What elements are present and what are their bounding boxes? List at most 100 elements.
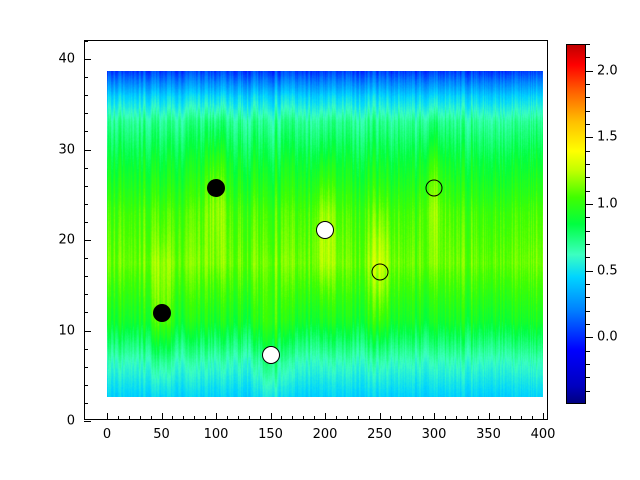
colorbar-tick-minor	[586, 110, 590, 112]
colorbar-tick-major	[586, 337, 593, 339]
x-tick-minor	[423, 416, 425, 420]
x-tick-label: 350	[476, 427, 501, 442]
colorbar-tick-minor	[586, 257, 590, 259]
colorbar-tick-minor	[586, 124, 590, 125]
y-tick-major	[84, 421, 91, 422]
x-tick-minor	[281, 416, 283, 420]
colorbar-tick-minor	[586, 297, 590, 299]
colorbar-tick-minor	[586, 390, 590, 392]
y-tick-label: 10	[58, 323, 75, 339]
colorbar-gradient	[567, 45, 585, 403]
colorbar-tick-label: 0.0	[597, 329, 618, 345]
y-tick-minor	[84, 185, 88, 187]
x-tick-minor	[357, 416, 359, 420]
x-tick-minor	[368, 416, 370, 420]
y-tick-minor	[84, 294, 88, 296]
main-axes: 0 50 100 150 200 250 300 350 400 0 10 20 30 40	[58, 40, 555, 442]
x-tick-minor	[117, 416, 119, 420]
x-tick-major	[434, 413, 435, 420]
heatmap-plot-area	[107, 71, 543, 397]
y-tick-label: 40	[58, 51, 75, 67]
x-tick-major	[216, 413, 217, 420]
y-tick-minor	[84, 348, 88, 350]
data-marker-source-2	[207, 179, 225, 198]
x-tick-minor	[248, 416, 250, 420]
x-tick-minor	[466, 416, 468, 420]
x-tick-minor	[455, 416, 457, 420]
colorbar-tick-minor	[586, 177, 590, 179]
x-tick-label: 300	[421, 427, 447, 442]
y-tick-minor	[84, 402, 88, 404]
colorbar-tick-minor	[586, 230, 590, 232]
x-tick-minor	[150, 416, 152, 420]
x-tick-minor	[194, 416, 196, 420]
y-tick-major	[84, 149, 91, 151]
colorbar-tick-major	[586, 70, 593, 72]
y-tick-minor	[84, 312, 88, 314]
y-tick-minor	[84, 77, 88, 79]
colorbar-tick-minor	[586, 284, 590, 285]
x-tick-minor	[139, 416, 141, 420]
x-tick-major	[270, 413, 272, 420]
x-tick-minor	[259, 416, 261, 420]
y-tick-minor	[84, 276, 88, 278]
data-marker-source-6	[425, 179, 443, 197]
x-tick-minor	[444, 416, 446, 420]
y-tick-label: 20	[58, 232, 75, 248]
x-tick-label: 50	[153, 427, 170, 442]
colorbar-tick-minor	[586, 244, 590, 245]
x-tick-label: 100	[203, 427, 229, 442]
y-tick-major	[84, 240, 91, 242]
colorbar-tick-major	[586, 204, 593, 205]
x-tick-minor	[237, 416, 239, 420]
y-tick-minor	[84, 167, 88, 169]
y-tick-minor	[84, 221, 88, 223]
x-tick-minor	[532, 416, 534, 420]
colorbar-tick-minor	[586, 190, 590, 192]
x-tick-major	[161, 413, 163, 420]
x-tick-minor	[521, 416, 523, 420]
x-tick-minor	[172, 416, 174, 420]
x-tick-label: 200	[312, 427, 338, 442]
x-tick-label: 0	[102, 427, 112, 442]
x-tick-major	[379, 413, 381, 420]
colorbar-tick-minor	[586, 310, 590, 312]
x-tick-minor	[499, 416, 501, 420]
x-tick-minor	[346, 416, 348, 420]
colorbar	[566, 44, 586, 404]
x-tick-minor	[128, 416, 130, 420]
y-tick-minor	[84, 384, 88, 386]
y-tick-major	[84, 330, 91, 332]
data-marker-source-1	[152, 304, 171, 323]
y-tick-label: 0	[66, 413, 75, 429]
x-tick-minor	[183, 416, 185, 420]
x-tick-minor	[226, 416, 228, 420]
x-tick-major	[488, 413, 490, 420]
colorbar-tick-major	[586, 137, 593, 139]
colorbar-tick-minor	[586, 377, 590, 379]
x-tick-label: 150	[258, 427, 283, 442]
colorbar-tick-minor	[586, 57, 590, 59]
x-tick-minor	[477, 416, 479, 420]
x-tick-minor	[314, 416, 316, 420]
x-tick-minor	[303, 416, 305, 420]
colorbar-tick-minor	[586, 364, 590, 365]
x-tick-minor	[412, 416, 414, 420]
x-tick-minor	[510, 416, 512, 420]
colorbar-tick-minor	[586, 84, 590, 85]
x-tick-minor	[390, 416, 392, 420]
y-tick-minor	[84, 203, 88, 205]
x-tick-major	[107, 413, 108, 420]
colorbar-tick-minor	[586, 217, 590, 219]
colorbar-tick-minor	[586, 44, 590, 45]
colorbar-tick-label: 2.0	[597, 63, 618, 79]
x-tick-minor	[205, 416, 207, 420]
x-tick-minor	[292, 416, 294, 420]
colorbar-tick-label: 1.0	[597, 196, 618, 212]
data-marker-source-4	[316, 220, 334, 239]
colorbar-tick-minor	[586, 150, 590, 152]
colorbar-tick-label: 0.5	[597, 263, 618, 279]
x-tick-label: 250	[367, 427, 392, 442]
colorbar-tick-label: 1.5	[597, 129, 618, 145]
y-tick-label: 30	[58, 142, 75, 158]
